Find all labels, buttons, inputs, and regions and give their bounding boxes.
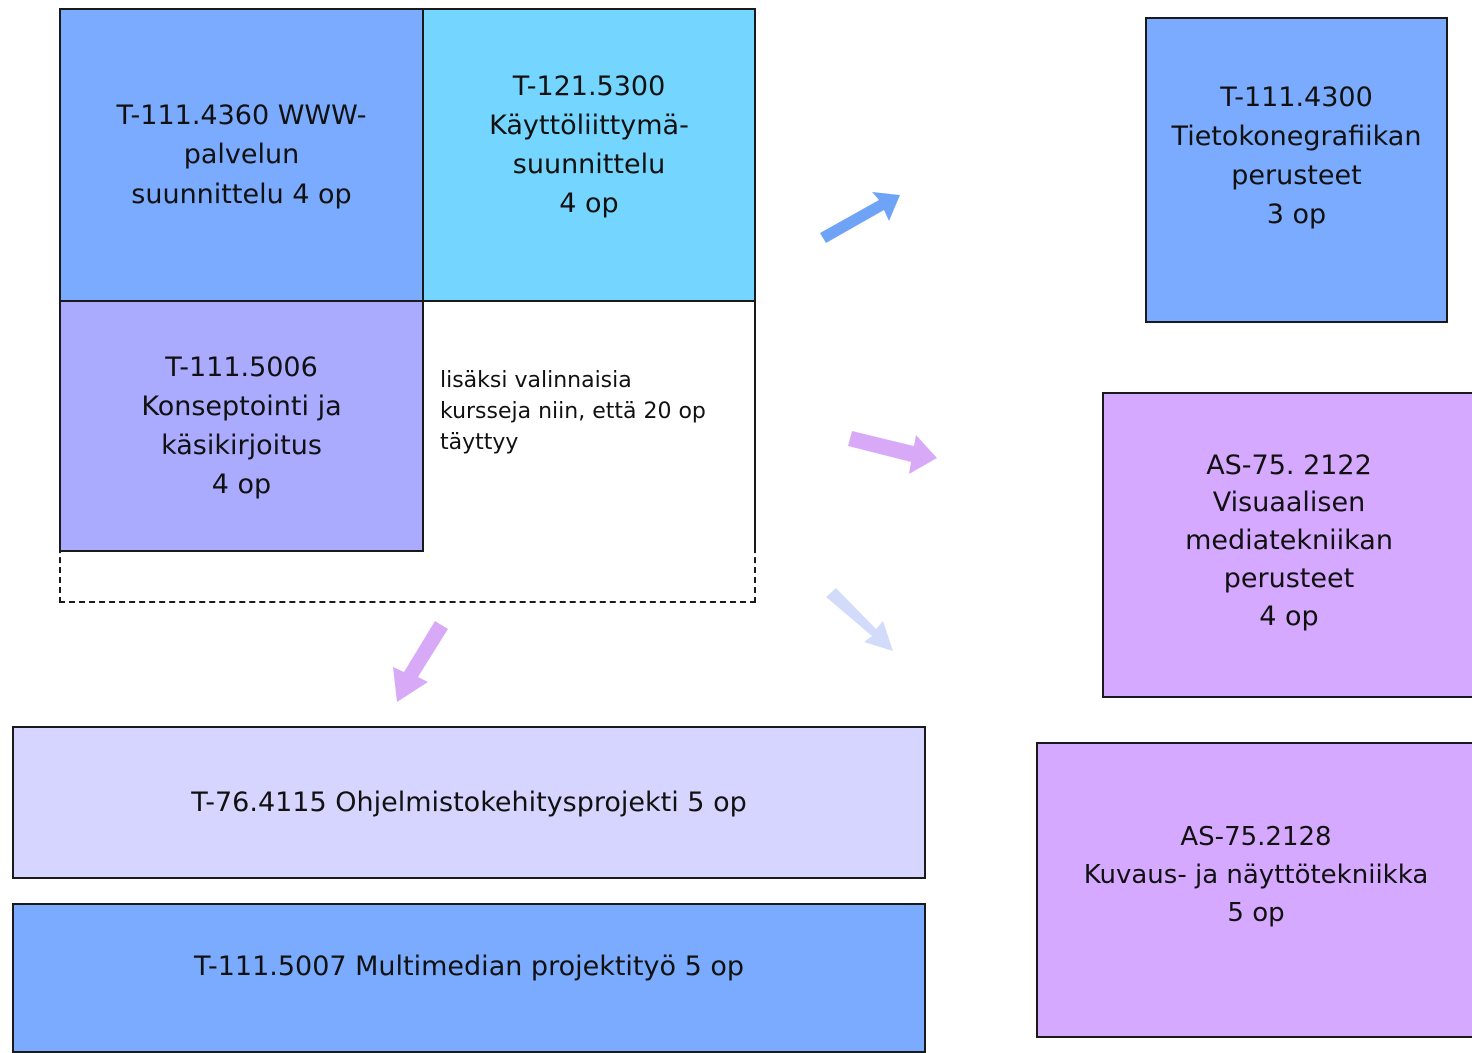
course-text-line: T-111.5006 <box>165 351 318 383</box>
course-text-line: käsikirjoitus <box>161 430 322 461</box>
course-text-line: T-121.5300 <box>512 70 666 102</box>
course-box-ohjelmisto: T-76.4115 Ohjelmistokehitysprojekti 5 op <box>12 726 926 879</box>
course-text-line: Kuvaus- ja näyttötekniikka <box>1083 860 1429 891</box>
course-box-konseptointi: T-111.5006 Konseptointi ja käsikirjoitus… <box>59 300 424 552</box>
course-text-line: palvelun <box>183 139 300 171</box>
course-text-line: AS-75. 2122 <box>1206 449 1372 481</box>
course-text-line: 4 op <box>559 188 619 220</box>
course-text-line: Visuaalisen <box>1212 487 1366 519</box>
course-text-line: Tietokonegrafiikan <box>1171 120 1422 152</box>
course-text-line: T-111.4300 <box>1220 81 1373 113</box>
course-box-kuvaus: AS-75.2128 Kuvaus- ja näyttötekniikka 5 … <box>1036 742 1472 1038</box>
arrow-down-left <box>393 621 448 702</box>
elective-note: lisäksi valinnaisia kursseja niin, että … <box>440 366 750 458</box>
arrow-right <box>848 431 937 474</box>
arrow-down-right <box>826 588 893 651</box>
course-text-line: suunnittelu <box>512 149 666 180</box>
course-text-line: 4 op <box>211 469 272 501</box>
note-line: lisäksi valinnaisia <box>440 368 632 393</box>
course-box-kayttoliittyma: T-121.5300 Käyttöliittymä- suunnittelu 4… <box>422 8 756 302</box>
course-text-line: mediatekniikan <box>1185 525 1393 557</box>
course-box-tietokonegrafiikan: T-111.4300 Tietokonegrafiikan perusteet … <box>1145 17 1448 323</box>
course-text-line: T-111.5007 Multimedian projektityö 5 op <box>193 951 745 983</box>
course-box-visuaalisen: AS-75. 2122 Visuaalisen mediatekniikan p… <box>1102 392 1472 698</box>
course-text-line: 5 op <box>1227 897 1285 928</box>
course-box-multimedian: T-111.5007 Multimedian projektityö 5 op <box>12 903 926 1053</box>
arrow-up-right <box>820 192 900 243</box>
note-line: täyttyy <box>440 429 519 455</box>
note-line: kursseja niin, että 20 op <box>440 398 706 424</box>
course-text-line: 3 op <box>1266 199 1327 231</box>
course-text-line: perusteet <box>1231 160 1362 191</box>
course-text-line: T-111.4360 WWW- <box>116 100 367 132</box>
course-box-www-palvelun: T-111.4360 WWW- palvelun suunnittelu 4 o… <box>59 8 424 302</box>
course-text-line: Konseptointi ja <box>141 390 342 422</box>
course-text-line: T-76.4115 Ohjelmistokehitysprojekti 5 op <box>191 786 747 818</box>
course-text-line: 4 op <box>1259 600 1319 632</box>
course-text-line: suunnittelu 4 op <box>131 178 352 210</box>
course-text-line: Käyttöliittymä- <box>489 109 689 141</box>
course-text-line: perusteet <box>1223 562 1355 594</box>
course-text-line: AS-75.2128 <box>1180 822 1332 853</box>
